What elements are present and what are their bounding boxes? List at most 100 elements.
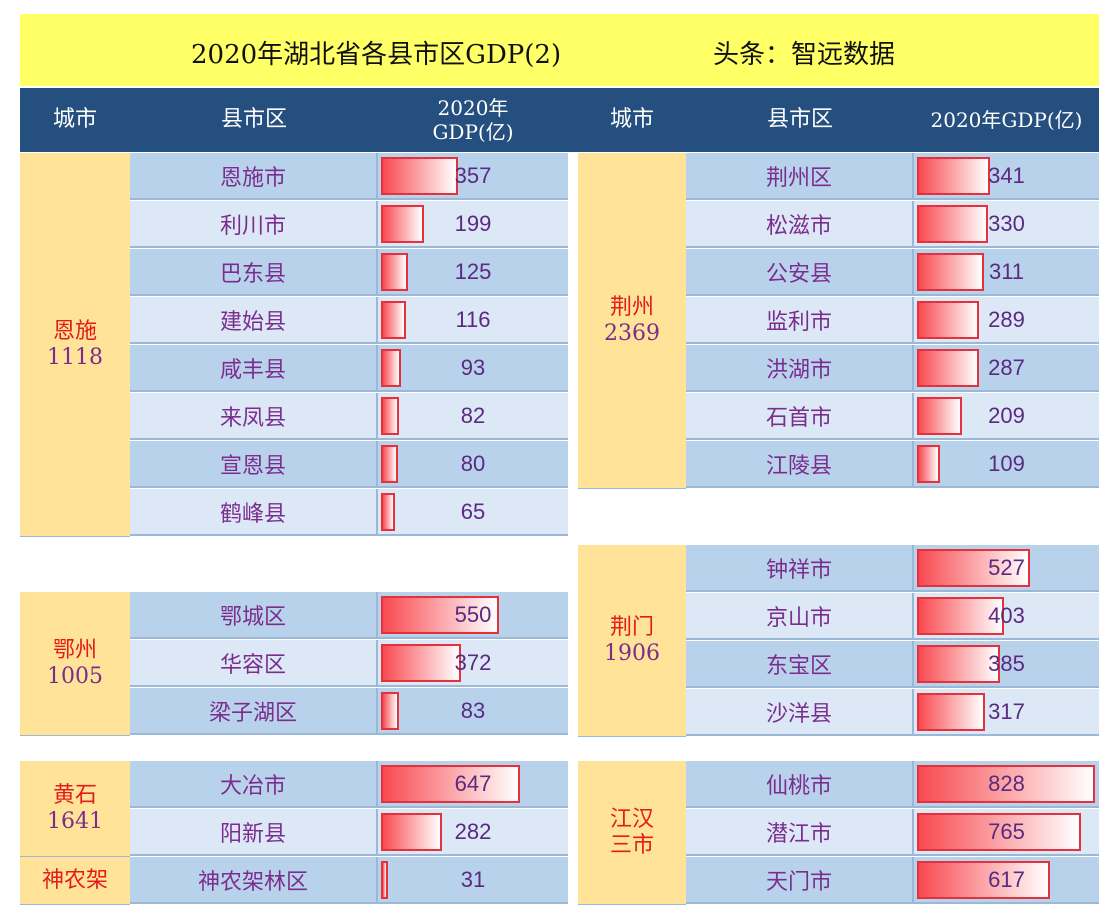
gdp-bar xyxy=(917,349,979,387)
county-name-cell: 大冶市 xyxy=(130,761,378,808)
city-cell: 江汉 三市 xyxy=(578,761,686,905)
header-gdp-left: 2020年 GDP(亿) xyxy=(432,96,514,144)
county-name: 来凤县 xyxy=(219,405,286,431)
gdp-cell: 317 xyxy=(914,689,1099,736)
county-name: 江陵县 xyxy=(765,453,832,479)
gdp-value: 282 xyxy=(454,818,492,844)
city-total-gdp: 1118 xyxy=(47,344,103,370)
gdp-bar xyxy=(917,253,984,291)
gdp-value: 31 xyxy=(460,866,486,892)
gdp-cell: 199 xyxy=(378,201,568,248)
gdp-bar xyxy=(381,493,395,531)
gdp-value: 550 xyxy=(454,601,492,627)
gdp-bar xyxy=(917,765,1095,803)
city-cell: 神农架 xyxy=(20,857,130,905)
gdp-value: 199 xyxy=(454,210,492,236)
county-name-cell: 东宝区 xyxy=(686,641,914,688)
gdp-bar xyxy=(917,813,1081,851)
county-name: 鹤峰县 xyxy=(219,501,286,527)
gdp-cell: 527 xyxy=(914,545,1099,592)
gdp-cell: 403 xyxy=(914,593,1099,640)
gdp-cell: 93 xyxy=(378,345,568,392)
city-cell: 黄石 1641 xyxy=(20,761,130,857)
gdp-cell: 617 xyxy=(914,857,1099,904)
gdp-value: 527 xyxy=(988,554,1025,580)
gdp-value: 828 xyxy=(988,770,1025,796)
chart-source: 头条：智远数据 xyxy=(713,40,896,70)
county-name-cell: 石首市 xyxy=(686,393,914,440)
city-cell: 荆州 2369 xyxy=(578,153,686,489)
gdp-bar xyxy=(381,205,424,243)
county-name-cell: 天门市 xyxy=(686,857,914,904)
chart-title: 2020年湖北省各县市区GDP(2) xyxy=(191,40,562,70)
gdp-cell: 765 xyxy=(914,809,1099,856)
gdp-cell: 550 xyxy=(378,592,568,639)
header-gdp-right: 2020年GDP(亿) xyxy=(930,108,1083,132)
county-name-cell: 洪湖市 xyxy=(686,345,914,392)
city-name: 恩施 xyxy=(52,318,97,344)
gdp-bar xyxy=(917,597,1004,635)
city-name: 黄石 xyxy=(52,782,97,808)
gdp-value: 125 xyxy=(454,258,492,284)
city-name: 鄂州 xyxy=(52,637,97,663)
header-city-right: 城市 xyxy=(609,107,654,132)
gdp-bar xyxy=(917,549,1030,587)
gdp-cell: 82 xyxy=(378,393,568,440)
gdp-bar xyxy=(917,861,1050,899)
gdp-cell: 372 xyxy=(378,640,568,687)
county-name-cell: 咸丰县 xyxy=(130,345,378,392)
gdp-value: 287 xyxy=(988,354,1025,380)
county-name-cell: 建始县 xyxy=(130,297,378,344)
gdp-value: 372 xyxy=(454,649,492,675)
county-name: 仙桃市 xyxy=(765,773,832,799)
gdp-bar xyxy=(917,205,988,243)
header-county-right: 县市区 xyxy=(766,107,833,132)
gdp-value: 209 xyxy=(988,402,1025,428)
county-name: 巴东县 xyxy=(219,261,286,287)
city-cell: 荆门 1906 xyxy=(578,545,686,737)
gdp-value: 765 xyxy=(988,818,1025,844)
city-name: 荆门 xyxy=(609,614,654,640)
city-name: 荆州 xyxy=(609,294,654,320)
city-cell: 恩施 1118 xyxy=(20,153,130,537)
gdp-value: 317 xyxy=(988,698,1025,724)
county-name: 荆州区 xyxy=(765,165,832,191)
gdp-value: 289 xyxy=(988,306,1025,332)
city-total-gdp: 1906 xyxy=(604,640,660,666)
gdp-cell: 828 xyxy=(914,761,1099,808)
header-county-left: 县市区 xyxy=(220,107,287,132)
gdp-bar xyxy=(917,445,940,483)
county-name: 东宝区 xyxy=(765,653,832,679)
county-name-cell: 荆州区 xyxy=(686,153,914,200)
gdp-cell: 647 xyxy=(378,761,568,808)
county-name: 华容区 xyxy=(219,652,286,678)
county-name: 利川市 xyxy=(219,213,286,239)
county-name: 石首市 xyxy=(765,405,832,431)
county-name: 神农架林区 xyxy=(197,869,308,895)
gdp-value: 357 xyxy=(454,162,492,188)
gdp-cell: 125 xyxy=(378,249,568,296)
gdp-cell: 282 xyxy=(378,809,568,856)
county-name-cell: 梁子湖区 xyxy=(130,688,378,735)
gdp-cell: 357 xyxy=(378,153,568,200)
gdp-cell: 31 xyxy=(378,857,568,904)
county-name: 梁子湖区 xyxy=(208,700,297,726)
county-name-cell: 钟祥市 xyxy=(686,545,914,592)
gdp-value: 80 xyxy=(460,450,486,476)
gdp-bar xyxy=(381,445,398,483)
gdp-bar xyxy=(917,645,1000,683)
county-name-cell: 鹤峰县 xyxy=(130,489,378,536)
county-name-cell: 宣恩县 xyxy=(130,441,378,488)
county-name: 大冶市 xyxy=(219,773,286,799)
county-name: 鄂城区 xyxy=(219,604,286,630)
county-name-cell: 巴东县 xyxy=(130,249,378,296)
gdp-value: 83 xyxy=(460,697,486,723)
gdp-cell: 80 xyxy=(378,441,568,488)
table-header: 城市 县市区 2020年 GDP(亿) 城市 县市区 2020年GDP(亿) xyxy=(20,88,1099,152)
gdp-bar xyxy=(381,397,399,435)
gdp-value: 341 xyxy=(988,162,1025,188)
gdp-value: 82 xyxy=(460,402,486,428)
gdp-bar xyxy=(381,644,461,682)
county-name: 京山市 xyxy=(765,605,832,631)
county-name: 建始县 xyxy=(219,309,286,335)
